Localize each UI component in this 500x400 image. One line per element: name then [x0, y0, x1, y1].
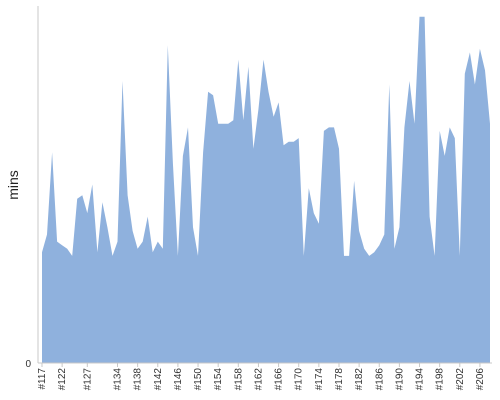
x-axis-ticks: #117 #122 #127 #134 #138 #142 #146 #150 #154 #158…: [37, 363, 486, 390]
x-tick-label: #122: [57, 368, 68, 391]
x-tick-label: #146: [173, 368, 184, 391]
x-tick-label: #190: [394, 368, 405, 391]
x-tick-label: #194: [415, 368, 426, 391]
area-series: [42, 16, 490, 363]
x-tick-label: #150: [193, 368, 204, 391]
x-tick-label: #178: [334, 368, 345, 391]
x-tick-label: #158: [233, 368, 244, 391]
x-tick-label: #170: [294, 368, 305, 391]
x-tick-label: #142: [153, 368, 164, 391]
x-tick-label: #134: [113, 368, 124, 391]
x-tick-label: #206: [475, 368, 486, 391]
x-tick-label: #174: [314, 368, 325, 391]
y-tick-label-0: 0: [25, 359, 31, 370]
x-tick-label: #138: [133, 368, 144, 391]
x-tick-label: #202: [455, 368, 466, 391]
x-tick-label: #166: [274, 368, 285, 391]
x-tick-label: #186: [374, 368, 385, 391]
x-tick-label: #182: [354, 368, 365, 391]
x-tick-label: #162: [253, 368, 264, 391]
plot-area: [42, 16, 490, 363]
x-tick-label: #127: [82, 368, 93, 391]
x-tick-label: #154: [213, 368, 224, 391]
x-tick-label: #198: [435, 368, 446, 391]
x-tick-label: #117: [37, 368, 48, 390]
y-axis-label: mins: [5, 170, 21, 200]
